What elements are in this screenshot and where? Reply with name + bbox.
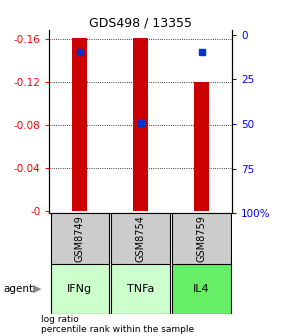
Text: GSM8754: GSM8754	[136, 215, 146, 262]
Text: IL4: IL4	[193, 284, 210, 294]
Title: GDS498 / 13355: GDS498 / 13355	[89, 16, 192, 29]
FancyBboxPatch shape	[50, 264, 109, 314]
Text: percentile rank within the sample: percentile rank within the sample	[41, 326, 194, 334]
Bar	[194, 82, 209, 211]
FancyBboxPatch shape	[111, 213, 170, 264]
Text: log ratio: log ratio	[41, 316, 78, 324]
FancyBboxPatch shape	[111, 264, 170, 314]
Bar	[133, 38, 148, 211]
FancyBboxPatch shape	[172, 264, 231, 314]
Bar	[72, 38, 87, 211]
Text: GSM8749: GSM8749	[75, 215, 85, 262]
Text: IFNg: IFNg	[67, 284, 92, 294]
Text: agent: agent	[3, 284, 33, 294]
FancyBboxPatch shape	[172, 213, 231, 264]
Text: GSM8759: GSM8759	[197, 215, 206, 262]
Text: ▶: ▶	[33, 284, 42, 294]
FancyBboxPatch shape	[50, 213, 109, 264]
Text: TNFa: TNFa	[127, 284, 154, 294]
